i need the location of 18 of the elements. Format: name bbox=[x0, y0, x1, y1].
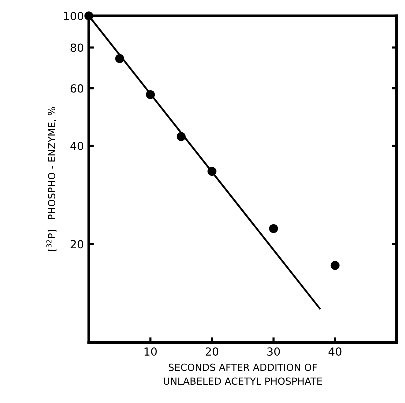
point bbox=[269, 224, 278, 234]
y-tick-label: 80 bbox=[70, 44, 84, 52]
x-tick-label: 40 bbox=[328, 348, 342, 356]
y-tick-label: 40 bbox=[70, 142, 84, 150]
point bbox=[208, 167, 217, 176]
y-tick-label: 20 bbox=[70, 240, 84, 249]
point bbox=[84, 12, 94, 21]
y-tick-label: 100 bbox=[64, 12, 84, 20]
x-tick-label: 10 bbox=[144, 348, 157, 356]
point bbox=[146, 90, 156, 100]
point bbox=[330, 261, 340, 270]
point bbox=[115, 54, 124, 64]
y-tick-label: 60 bbox=[70, 84, 84, 93]
x-axis-title: SECONDS AFTER ADDITION OF UNLABELED ACETYL PHOSPHATE bbox=[164, 364, 322, 386]
x-tick-label: 20 bbox=[206, 348, 219, 356]
point bbox=[176, 132, 186, 142]
x-tick-label: 30 bbox=[268, 348, 280, 356]
y-axis-title: [$^{32}$P] PHOSPHO - ENZYME, % bbox=[46, 107, 57, 252]
